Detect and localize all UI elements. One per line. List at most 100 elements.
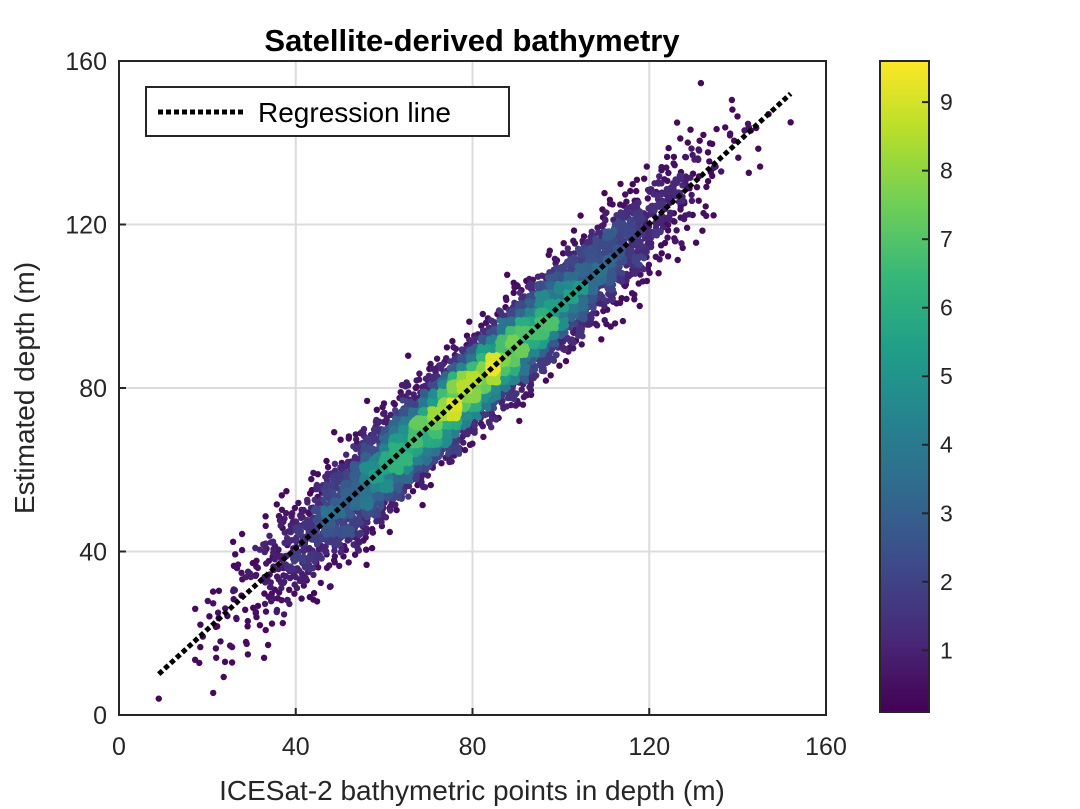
scatter-point [587, 295, 595, 302]
scatter-point [254, 602, 262, 610]
scatter-point [570, 339, 577, 346]
scatter-point [267, 583, 274, 591]
scatter-point [655, 180, 662, 187]
scatter-point [360, 452, 367, 459]
scatter-point [600, 307, 607, 315]
scatter-point [670, 160, 677, 167]
scatter-point [537, 280, 544, 287]
scatter-point [563, 271, 570, 278]
scatter-point [595, 279, 603, 286]
scatter-point [667, 184, 675, 191]
scatter-point [664, 234, 671, 241]
scatter-point [673, 119, 681, 126]
scatter-point [320, 528, 327, 535]
scatter-point [404, 477, 411, 484]
scatter-point [664, 221, 672, 229]
scatter-point [306, 593, 313, 601]
scatter-point [330, 489, 337, 496]
scatter-point [592, 320, 599, 327]
scatter-point [607, 323, 614, 330]
scatter-point [222, 605, 229, 612]
scatter-point [315, 546, 322, 553]
scatter-point [540, 367, 547, 374]
scatter-point [559, 344, 567, 351]
scatter-point [581, 268, 589, 275]
scatter-point [217, 638, 224, 645]
scatter-point [288, 566, 295, 574]
scatter-point [192, 605, 199, 612]
scatter-point [288, 510, 296, 517]
scatter-point [663, 164, 670, 171]
scatter-point [261, 548, 268, 556]
scatter-point [493, 388, 500, 395]
scatter-point [623, 198, 630, 205]
scatter-point [280, 611, 288, 618]
scatter-points [155, 79, 794, 702]
scatter-point [262, 522, 269, 530]
scatter-point [409, 488, 417, 495]
scatter-point [298, 595, 305, 602]
scatter-point [684, 139, 691, 146]
scatter-point [639, 278, 647, 285]
scatter-point [688, 145, 695, 152]
scatter-point [623, 295, 630, 303]
scatter-point [313, 598, 321, 605]
scatter-point [480, 433, 487, 441]
scatter-point [244, 623, 251, 630]
scatter-point [710, 212, 717, 219]
scatter-point [702, 203, 709, 210]
scatter-point [695, 146, 702, 153]
scatter-point [601, 317, 608, 324]
scatter-point [516, 417, 523, 425]
scatter-point [697, 79, 705, 87]
scatter-point [659, 216, 666, 223]
scatter-point [350, 541, 357, 548]
scatter-point [688, 191, 695, 199]
scatter-point [461, 446, 469, 454]
scatter-point [606, 240, 613, 247]
scatter-point [577, 327, 584, 334]
scatter-point [233, 564, 241, 572]
scatter-point [261, 600, 269, 608]
scatter-point [271, 556, 278, 563]
scatter-point [363, 561, 370, 568]
scatter-point [613, 300, 620, 307]
scatter-point [315, 564, 322, 571]
scatter-point [242, 574, 250, 581]
scatter-point [602, 216, 609, 223]
scatter-point [316, 552, 323, 559]
scatter-point [655, 270, 662, 277]
scatter-point [305, 509, 312, 516]
scatter-point [578, 341, 585, 348]
scatter-point [503, 403, 511, 410]
scatter-point [692, 239, 700, 246]
scatter-point [622, 191, 629, 198]
scatter-point [413, 383, 420, 391]
scatter-point [355, 547, 362, 554]
scatter-point [438, 460, 445, 467]
scatter-point [562, 357, 570, 365]
scatter-point [706, 158, 713, 165]
scatter-point [210, 600, 217, 607]
scatter-point [280, 518, 287, 526]
scatter-point [331, 547, 338, 554]
scatter-point [379, 403, 386, 411]
scatter-point [455, 448, 463, 455]
scatter-point [656, 173, 663, 180]
scatter-point [278, 492, 285, 499]
scatter-point [527, 280, 534, 287]
scatter-point [264, 641, 272, 649]
scatter-point [304, 498, 311, 505]
scatter-point [453, 431, 460, 438]
scatter-point [375, 511, 382, 519]
scatter-point [260, 654, 268, 661]
scatter-point [422, 375, 430, 382]
scatter-point [363, 500, 370, 507]
scatter-point [326, 562, 333, 569]
scatter-point [377, 504, 384, 511]
scatter-point [663, 153, 671, 161]
scatter-point [523, 391, 530, 398]
scatter-point [232, 551, 239, 558]
scatter-point [380, 410, 387, 417]
scatter-point [331, 540, 339, 547]
